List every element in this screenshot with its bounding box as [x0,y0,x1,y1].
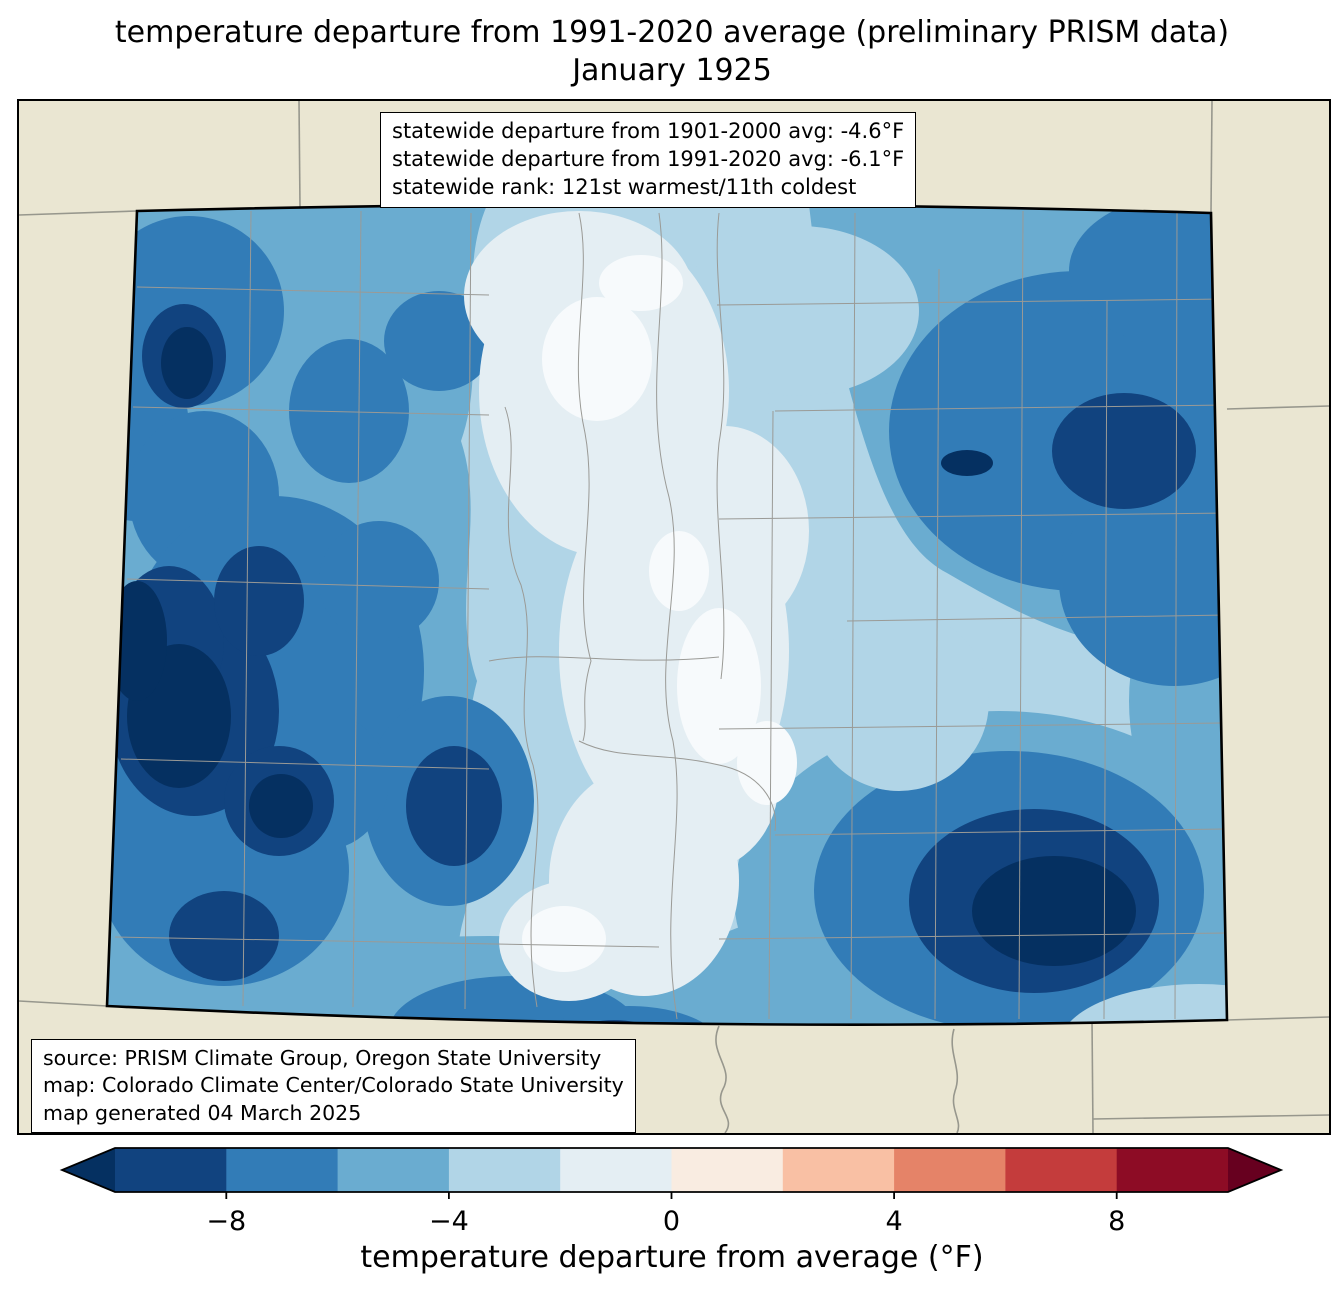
contours-near-white-cores [522,255,797,972]
svg-text:−8: −8 [206,1206,246,1237]
stats-line-2: statewide departure from 1991-2020 avg: … [392,146,905,171]
map-frame: statewide departure from 1901-2000 avg: … [17,99,1331,1135]
county-borders [114,210,1227,1020]
colorbar-bands [115,1148,1229,1192]
colorbar-ticks: −8 −4 0 4 8 [206,1192,1125,1237]
colorbar-axis-label: temperature departure from average (°F) [360,1240,984,1275]
stats-line-3: statewide rank: 121st warmest/11th colde… [392,174,857,199]
contours-band-m4-m2-overlays [679,226,1227,1025]
svg-text:8: 8 [1108,1206,1125,1237]
neighbor-state-borders [19,101,1329,1133]
svg-text:0: 0 [663,1206,680,1237]
source-line-1: source: PRISM Climate Group, Oregon Stat… [43,1046,602,1070]
colorbar: −8 −4 0 4 8 [59,1147,1284,1237]
colorbar-outline [59,1147,1284,1193]
statewide-stats-box: statewide departure from 1901-2000 avg: … [380,112,917,208]
map-canvas [19,101,1329,1133]
figure-title-line1: temperature departure from 1991-2020 ave… [114,15,1230,50]
svg-text:−4: −4 [429,1206,469,1237]
stats-line-1: statewide departure from 1901-2000 avg: … [392,119,905,143]
figure-title-line2: January 1925 [572,53,772,88]
temperature-contours [107,204,1227,1025]
source-credit-box: source: PRISM Climate Group, Oregon Stat… [31,1039,636,1133]
svg-text:4: 4 [886,1206,903,1237]
source-line-2: map: Colorado Climate Center/Colorado St… [43,1073,624,1098]
colorbar-extend-arrows [62,1148,1281,1192]
source-line-3: map generated 04 March 2025 [43,1100,362,1125]
